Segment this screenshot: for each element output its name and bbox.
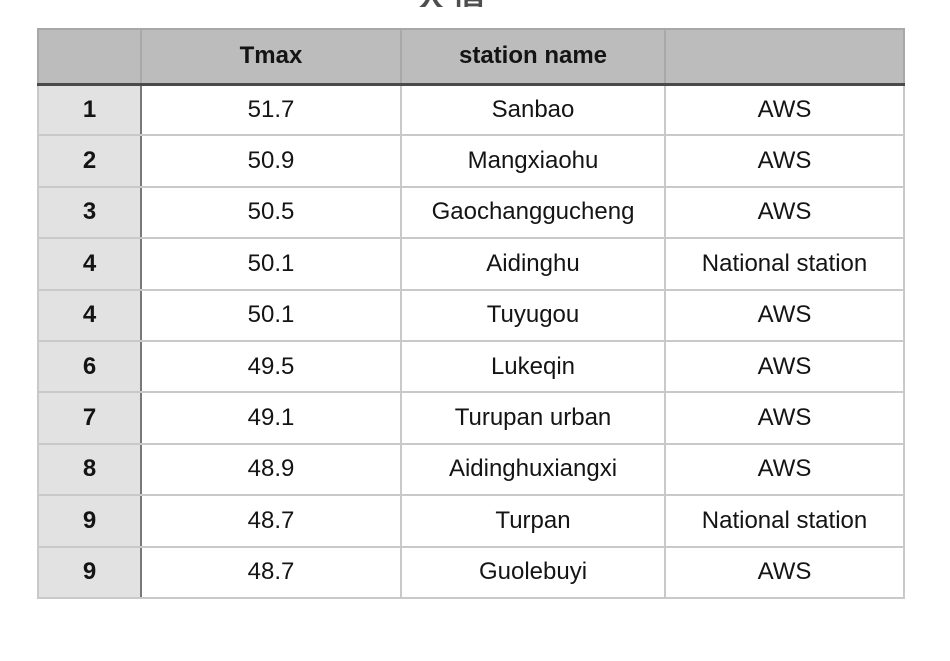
header-rank [37,28,142,86]
type-cell: AWS [664,339,905,394]
table-row: 8 48.9 Aidinghuxiangxi AWS [37,442,905,497]
tmax-cell: 50.1 [140,288,402,342]
header-tmax: Tmax [140,28,402,86]
type-cell: AWS [664,545,905,599]
station-cell: Tuyugou [400,288,666,342]
table-row: 2 50.9 Mangxiaohu AWS [37,134,905,188]
station-cell: Turupan urban [400,391,666,445]
type-cell: AWS [664,442,905,497]
tmax-cell: 51.7 [140,82,402,137]
header-station-type [664,28,905,86]
type-cell: National station [664,237,905,291]
tmax-cell: 49.5 [140,339,402,394]
table-row: 4 50.1 Tuyugou AWS [37,288,905,342]
tmax-cell: 48.7 [140,545,402,599]
station-cell: Aidinghuxiangxi [400,442,666,497]
type-cell: AWS [664,134,905,188]
table-row: 4 50.1 Aidinghu National station [37,237,905,291]
table-row: 9 48.7 Guolebuyi AWS [37,545,905,599]
table-row: 9 48.7 Turpan National station [37,494,905,548]
tmax-cell: 48.9 [140,442,402,497]
table-header: Tmax station name [37,28,905,86]
header-station-name: station name [400,28,666,86]
rank-cell: 9 [37,494,142,548]
tmax-ranking-table: Tmax station name 1 51.7 Sanbao AWS 2 50… [37,28,905,599]
station-cell: Guolebuyi [400,545,666,599]
table-row: 7 49.1 Turupan urban AWS [37,391,905,445]
tmax-cell: 50.5 [140,185,402,240]
tmax-cell: 50.1 [140,237,402,291]
type-cell: National station [664,494,905,548]
rank-cell: 2 [37,134,142,188]
table-body: 1 51.7 Sanbao AWS 2 50.9 Mangxiaohu AWS … [37,82,905,599]
tmax-cell: 48.7 [140,494,402,548]
station-cell: Gaochanggucheng [400,185,666,240]
cropped-title: 大值 [414,0,534,7]
rank-cell: 1 [37,82,142,137]
tmax-cell: 50.9 [140,134,402,188]
table-row: 6 49.5 Lukeqin AWS [37,339,905,394]
rank-cell: 8 [37,442,142,497]
station-cell: Aidinghu [400,237,666,291]
station-cell: Turpan [400,494,666,548]
tmax-cell: 49.1 [140,391,402,445]
type-cell: AWS [664,391,905,445]
rank-cell: 7 [37,391,142,445]
rank-cell: 9 [37,545,142,599]
rank-cell: 6 [37,339,142,394]
type-cell: AWS [664,82,905,137]
cropped-title-text: 大值 [414,0,534,7]
rank-cell: 4 [37,288,142,342]
table-row: 3 50.5 Gaochanggucheng AWS [37,185,905,240]
station-cell: Mangxiaohu [400,134,666,188]
type-cell: AWS [664,185,905,240]
rank-cell: 3 [37,185,142,240]
rank-cell: 4 [37,237,142,291]
station-cell: Lukeqin [400,339,666,394]
header-row: Tmax station name [37,28,905,86]
station-cell: Sanbao [400,82,666,137]
table-row: 1 51.7 Sanbao AWS [37,82,905,137]
type-cell: AWS [664,288,905,342]
